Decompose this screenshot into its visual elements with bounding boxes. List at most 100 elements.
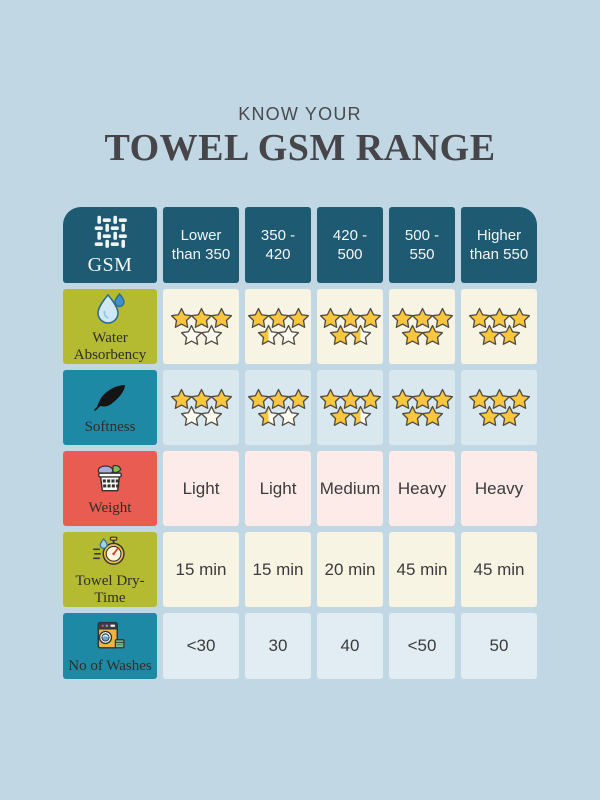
- cell-value: Light: [259, 478, 297, 498]
- cell-water-absorbency-4: [461, 289, 537, 364]
- star-icon: [411, 388, 433, 409]
- fabric-weave-icon: [94, 215, 127, 248]
- column-header-0: Lower than 350: [163, 207, 239, 283]
- row-label: No of Washes: [68, 657, 152, 674]
- star-icon: [339, 307, 361, 328]
- star-icon: [431, 388, 453, 409]
- cell-softness-0: [163, 370, 239, 445]
- cell-value: Heavy: [474, 478, 524, 498]
- cell-no-of-washes-2: 40: [317, 613, 383, 679]
- star-icon: [247, 388, 269, 409]
- cell-weight-3: Heavy: [389, 451, 455, 526]
- cell-weight-2: Medium: [317, 451, 383, 526]
- star-icon: [498, 405, 520, 426]
- row-label: Softness: [84, 419, 136, 436]
- gsm-label: GSM: [87, 254, 133, 276]
- row-label-towel-dry-time: Towel Dry-Time: [63, 532, 157, 607]
- cell-value: 45 min: [473, 559, 525, 579]
- cell-towel-dry-time-3: 45 min: [389, 532, 455, 607]
- star-icon: [247, 307, 269, 328]
- star-icon: [359, 388, 381, 409]
- column-header-label: 420 - 500: [332, 226, 368, 264]
- star-icon: [349, 324, 371, 345]
- star-icon: [277, 324, 299, 345]
- cell-value: 20 min: [324, 559, 376, 579]
- star-icon: [391, 307, 413, 328]
- star-icon: [421, 324, 443, 345]
- row-label-no-of-washes: No of Washes: [63, 613, 157, 679]
- cell-value: Heavy: [397, 478, 447, 498]
- star-icon: [319, 307, 341, 328]
- star-icon: [329, 324, 351, 345]
- cell-value: 15 min: [175, 559, 227, 579]
- star-icon: [170, 307, 192, 328]
- star-icon: [488, 307, 510, 328]
- cell-value: 50: [489, 636, 509, 655]
- column-header-3: 500 - 550: [389, 207, 455, 283]
- cell-softness-4: [461, 370, 537, 445]
- star-icon: [401, 324, 423, 345]
- gsm-comparison-table: GSM Lower than 350 350 - 420 420 - 500 500 -…: [63, 207, 537, 679]
- cell-value: 30: [268, 636, 288, 655]
- star-icon: [391, 388, 413, 409]
- column-header-label: Higher than 550: [469, 226, 529, 264]
- cell-value: Light: [182, 478, 220, 498]
- star-icon: [508, 307, 530, 328]
- star-icon: [180, 405, 202, 426]
- star-icon: [478, 324, 500, 345]
- column-header-1: 350 - 420: [245, 207, 311, 283]
- cell-towel-dry-time-4: 45 min: [461, 532, 537, 607]
- cell-value: <50: [407, 636, 437, 655]
- cell-softness-2: [317, 370, 383, 445]
- star-icon: [190, 307, 212, 328]
- star-icon: [468, 388, 490, 409]
- cell-water-absorbency-0: [163, 289, 239, 364]
- star-icon: [339, 388, 361, 409]
- star-icon: [329, 405, 351, 426]
- cell-value: 40: [340, 636, 360, 655]
- star-icon: [468, 307, 490, 328]
- cell-no-of-washes-1: 30: [245, 613, 311, 679]
- star-icon: [359, 307, 381, 328]
- star-icon: [170, 388, 192, 409]
- star-icon: [190, 388, 212, 409]
- cell-softness-3: [389, 370, 455, 445]
- gsm-header-cell: GSM: [63, 207, 157, 283]
- star-icon: [421, 405, 443, 426]
- water-drop-icon: [97, 292, 125, 324]
- star-icon: [257, 405, 279, 426]
- star-icon: [200, 324, 222, 345]
- star-icon: [267, 388, 289, 409]
- star-icon: [277, 405, 299, 426]
- star-icon: [287, 307, 309, 328]
- laundry-basket-icon: [97, 465, 122, 492]
- cell-value: <30: [186, 636, 216, 655]
- row-label-weight: Weight: [63, 451, 157, 526]
- column-header-4: Higher than 550: [461, 207, 537, 283]
- star-icon: [210, 388, 232, 409]
- cell-towel-dry-time-1: 15 min: [245, 532, 311, 607]
- page-title: TOWEL GSM RANGE: [104, 127, 496, 169]
- cell-no-of-washes-3: <50: [389, 613, 455, 679]
- star-icon: [508, 388, 530, 409]
- star-icon: [257, 324, 279, 345]
- row-label: Weight: [88, 500, 132, 517]
- star-icon: [200, 405, 222, 426]
- cell-value: 45 min: [396, 559, 448, 579]
- stopwatch-icon: [92, 536, 125, 565]
- column-header-label: Lower than 350: [171, 226, 231, 264]
- star-icon: [180, 324, 202, 345]
- cell-water-absorbency-1: [245, 289, 311, 364]
- cell-water-absorbency-3: [389, 289, 455, 364]
- cell-softness-1: [245, 370, 311, 445]
- star-icon: [210, 307, 232, 328]
- cell-towel-dry-time-2: 20 min: [317, 532, 383, 607]
- cell-weight-1: Light: [245, 451, 311, 526]
- cell-value: 15 min: [252, 559, 304, 579]
- cell-towel-dry-time-0: 15 min: [163, 532, 239, 607]
- star-icon: [498, 324, 520, 345]
- cell-value: Medium: [319, 478, 381, 498]
- cell-weight-0: Light: [163, 451, 239, 526]
- star-icon: [488, 388, 510, 409]
- row-label: Towel Dry-Time: [75, 572, 145, 606]
